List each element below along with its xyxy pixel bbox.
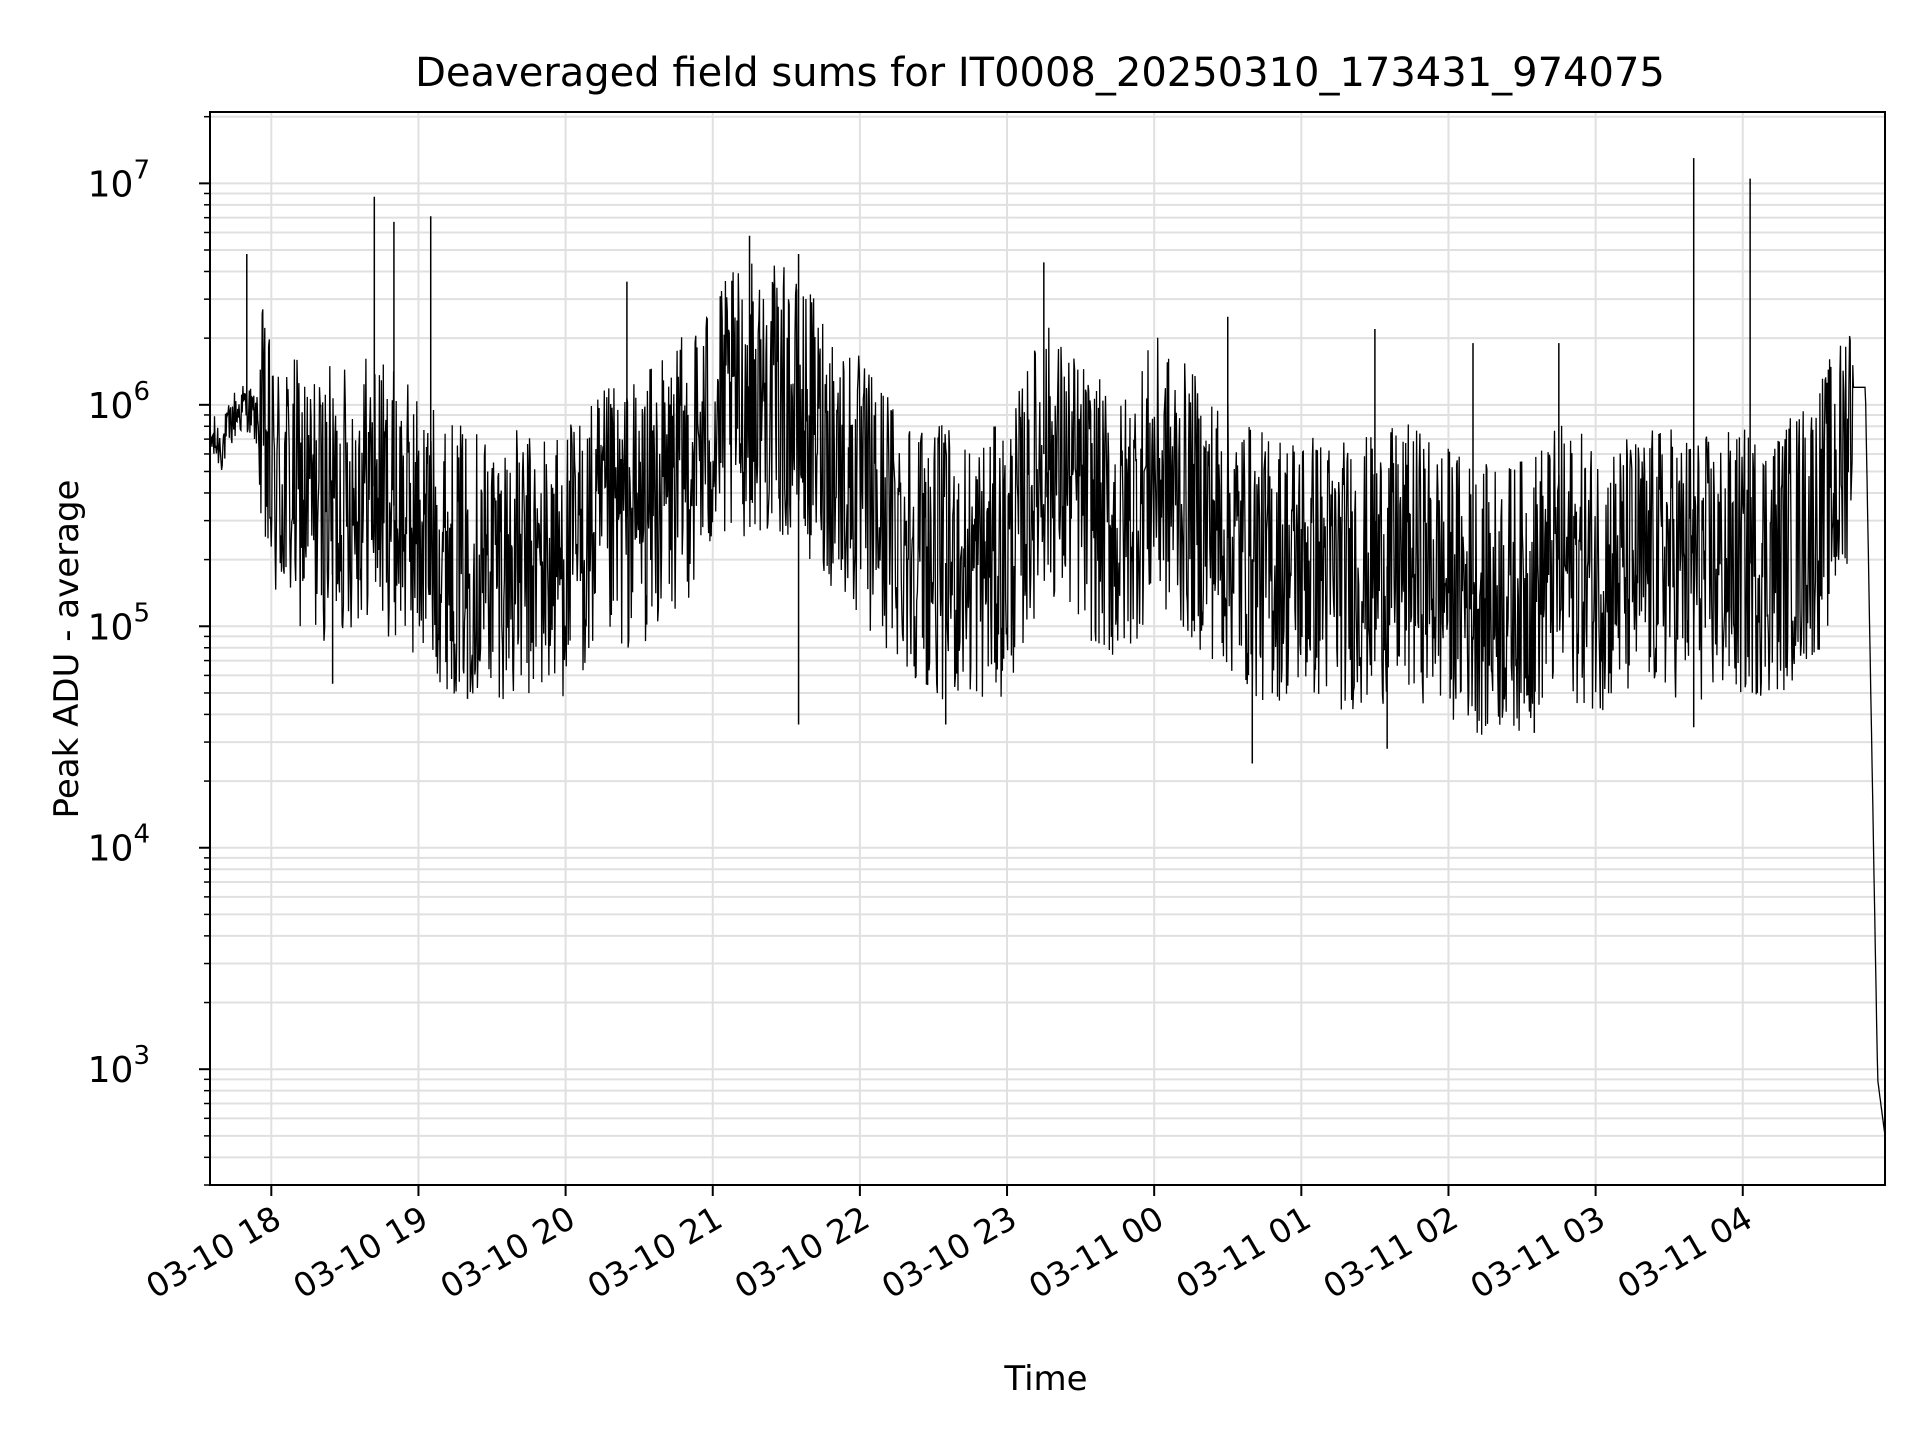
plot-frame [209, 111, 1886, 1186]
chart-title: Deaveraged field sums for IT0008_2025031… [415, 50, 1665, 96]
y-tick-label: 104 [88, 820, 150, 870]
series-line-group [209, 158, 1886, 1136]
y-tick-label: 107 [88, 155, 150, 205]
y-tick-label: 106 [88, 377, 150, 427]
y-tick-label: 105 [88, 598, 150, 648]
x-axis-label: Time [1003, 1359, 1087, 1399]
y-axis-label: Peak ADU - average [47, 480, 87, 819]
series-line [209, 263, 1886, 1136]
grid [210, 112, 1885, 1186]
y-tick-label: 103 [88, 1041, 150, 1091]
